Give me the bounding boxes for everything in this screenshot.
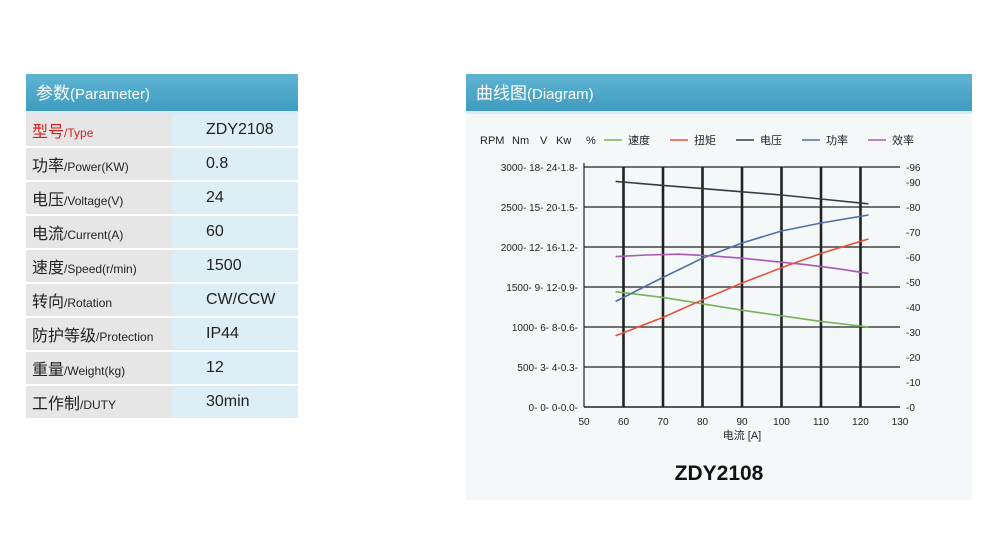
series-line-功率 (615, 214, 869, 303)
parameter-value: ZDY2108 (172, 114, 298, 148)
y-right-tick-label: -40 (906, 303, 921, 314)
x-tick-label: 110 (813, 417, 829, 428)
motor-characteristic-chart: RPM Nm V Kw% 速度 扭矩 电压 功率 效率 0- 0- 0-0.0- 500- 3- 4… (480, 133, 921, 442)
legend-label: 速度 (628, 133, 650, 147)
y-left-tick-label: 500- 3- 4-0.3- (517, 363, 578, 374)
parameter-row: 功率/Power(KW) 0.8 (26, 147, 298, 182)
parameter-header: 参数(Parameter) (26, 74, 298, 114)
y-right-tick-label: -20 (906, 353, 921, 364)
parameter-label-cn: 防护等级 (32, 328, 97, 345)
y-left-tick-label: 2000- 12- 16-1.2- (501, 243, 578, 254)
unit-header-label: Kw (556, 135, 571, 147)
parameter-value: 30min (172, 385, 298, 420)
parameter-label: 功率/Power(KW) (26, 147, 172, 182)
parameter-label-en: /Rotation (64, 296, 113, 310)
parameter-value: CW/CCW (172, 283, 298, 318)
parameter-label-cn: 电压 (32, 192, 65, 209)
x-tick-label: 50 (578, 417, 590, 428)
parameter-row: 电压/Voltage(V) 24 (26, 181, 298, 216)
unit-header-label: V (540, 135, 548, 147)
parameter-title-cn: 参数 (36, 84, 70, 103)
x-axis-label: 电流 [A] (723, 428, 762, 442)
y-left-tick-label: 1500- 9- 12-0.9- (506, 283, 578, 294)
diagram-panel: 曲线图(Diagram) RPM Nm V Kw% 速度 扭矩 电压 功率 效率 0- 0- 0-… (466, 74, 972, 500)
parameter-label-en: /Voltage(V) (64, 194, 124, 208)
parameter-value: 24 (172, 181, 298, 216)
parameter-row: 速度/Speed(r/min) 1500 (26, 249, 298, 284)
y-right-tick-label: -90 (906, 178, 921, 189)
parameter-label: 工作制/DUTY (26, 385, 172, 420)
x-tick-label: 120 (852, 417, 869, 428)
y-right-tick-label: -30 (906, 328, 921, 339)
parameter-label: 防护等级/Protection (26, 317, 172, 352)
series-line-速度 (615, 291, 869, 328)
parameter-value: IP44 (172, 317, 298, 352)
y-right-tick-label: -80 (906, 203, 921, 214)
parameter-label: 速度/Speed(r/min) (26, 249, 172, 284)
parameter-row: 电流/Current(A) 60 (26, 215, 298, 250)
x-tick-label: 80 (697, 417, 709, 428)
parameter-label: 转向/Rotation (26, 283, 172, 318)
parameter-label: 电压/Voltage(V) (26, 181, 172, 216)
parameter-row: 防护等级/Protection IP44 (26, 317, 298, 352)
y-right-tick-label: -10 (906, 378, 921, 389)
y-left-tick-label: 1000- 6- 8-0.6- (512, 323, 578, 334)
parameter-label: 型号/Type (26, 114, 172, 148)
x-tick-label: 70 (657, 417, 669, 428)
parameter-label-cn: 电流 (32, 226, 65, 243)
legend-label: 电压 (760, 134, 782, 147)
x-tick-label: 90 (736, 417, 748, 428)
parameter-label-en: /Weight(kg) (64, 364, 126, 378)
parameter-table: 型号/Type ZDY2108 功率/Power(KW) 0.8 电压/Voltage(… (26, 114, 298, 420)
unit-header-label: % (586, 135, 596, 147)
parameter-label-en: /Current(A) (64, 228, 124, 242)
y-right-tick-label: -0 (906, 403, 915, 414)
x-tick-label: 100 (773, 417, 790, 428)
parameter-label-en: /Speed(r/min) (64, 262, 137, 276)
parameter-row: 工作制/DUTY 30min (26, 385, 298, 420)
y-right-tick-label: -70 (906, 228, 921, 239)
y-right-tick-label: -50 (906, 278, 921, 289)
y-right-tick-label: -96 (906, 163, 921, 174)
series-line-效率 (615, 253, 869, 275)
legend-label: 扭矩 (694, 133, 716, 147)
parameter-label-cn: 速度 (32, 260, 65, 277)
unit-header-label: RPM (480, 135, 504, 147)
parameter-label: 重量/Weight(kg) (26, 351, 172, 386)
parameter-label-en: /Type (64, 126, 94, 140)
y-left-tick-label: 3000- 18- 24-1.8- (501, 163, 578, 174)
parameter-title-en: (Parameter) (70, 86, 151, 103)
parameter-row: 转向/Rotation CW/CCW (26, 283, 298, 318)
x-tick-label: 60 (618, 417, 630, 428)
parameter-label-en: /Protection (96, 330, 154, 344)
legend-label: 效率 (892, 133, 914, 147)
parameter-label-cn: 工作制 (32, 396, 81, 413)
y-left-tick-label: 0- 0- 0-0.0- (529, 403, 578, 414)
parameter-label-cn: 型号 (32, 124, 65, 141)
parameter-value: 0.8 (172, 147, 298, 182)
parameter-label: 电流/Current(A) (26, 215, 172, 250)
parameter-label-en: /DUTY (80, 398, 117, 412)
parameter-label-cn: 重量 (32, 362, 65, 379)
diagram-title-cn: 曲线图 (476, 84, 527, 103)
parameter-label-en: /Power(KW) (64, 160, 129, 174)
y-left-tick-label: 2500- 15- 20-1.5- (501, 203, 578, 214)
x-tick-label: 130 (892, 417, 909, 428)
parameter-row: 重量/Weight(kg) 12 (26, 351, 298, 386)
parameter-row: 型号/Type ZDY2108 (26, 114, 298, 148)
parameter-value: 12 (172, 351, 298, 386)
legend-label: 功率 (826, 133, 848, 147)
parameter-value: 60 (172, 215, 298, 250)
parameter-panel: 参数(Parameter) 型号/Type ZDY2108 功率/Power(KW)… (26, 74, 298, 420)
parameter-label-cn: 功率 (32, 158, 65, 175)
diagram-caption: ZDY2108 (674, 462, 764, 485)
y-right-tick-label: -60 (906, 253, 921, 264)
diagram-header: 曲线图(Diagram) (466, 74, 972, 114)
parameter-value: 1500 (172, 249, 298, 284)
parameter-label-cn: 转向 (32, 294, 65, 311)
diagram-title-en: (Diagram) (527, 86, 594, 103)
unit-header-label: Nm (512, 135, 529, 147)
series-line-扭矩 (615, 238, 869, 337)
series-line-电压 (615, 180, 869, 205)
